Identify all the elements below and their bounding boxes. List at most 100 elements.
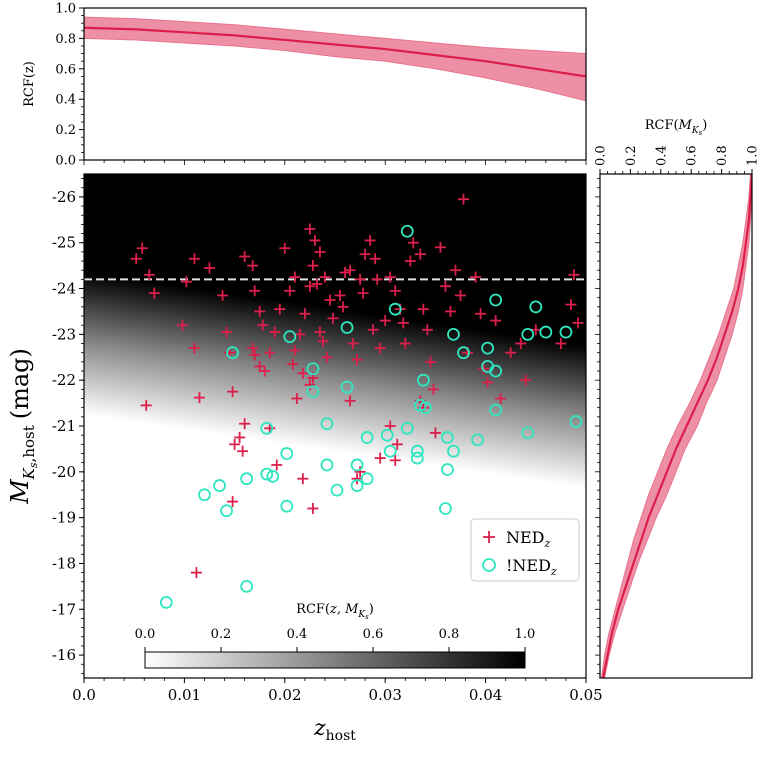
main-xlabel-sub: host xyxy=(326,728,357,744)
not-ned-z-point xyxy=(198,488,211,502)
colorbar-tick-label: 1.0 xyxy=(515,627,536,642)
colorbar: RCF(z, MKs) 0.0 0.2 0.4 0.6 0.8 1.0 xyxy=(135,602,536,669)
ned-z-point xyxy=(239,250,251,262)
ned-z-point xyxy=(307,502,319,514)
main-xtick-label: 0.0 xyxy=(72,686,96,704)
not-ned-z-point xyxy=(220,504,233,518)
ned-z-point xyxy=(421,324,433,336)
ned-z-point xyxy=(347,338,359,350)
ned-z-point xyxy=(180,276,192,288)
ned-z-point xyxy=(274,303,286,315)
top-ytick-label: 0.2 xyxy=(55,123,76,138)
ned-z-point xyxy=(475,308,487,320)
ned-z-point xyxy=(319,271,331,283)
ned-z-point xyxy=(389,454,401,466)
legend-item: NEDz xyxy=(483,528,551,550)
not-ned-z-point xyxy=(330,483,344,497)
main-ytick-label: -20 xyxy=(52,463,76,481)
ned-z-point xyxy=(297,367,309,379)
ned-z-point xyxy=(339,267,351,279)
not-ned-z-point xyxy=(388,302,402,316)
ned-z-point xyxy=(490,315,502,327)
ned-z-point xyxy=(254,305,266,317)
colorbar-tick-label: 0.8 xyxy=(439,627,460,642)
ned-z-point xyxy=(279,242,291,254)
not-ned-z-point xyxy=(489,293,503,307)
ned-z-point xyxy=(287,358,299,370)
ned-z-point xyxy=(572,317,584,329)
ned-z-point xyxy=(321,351,333,363)
ned-z-point xyxy=(264,347,276,359)
not-ned-z-point xyxy=(240,579,254,593)
ned-z-point xyxy=(229,438,241,450)
ned-z-point xyxy=(227,496,239,508)
ned-z-point xyxy=(247,342,259,354)
not-ned-z-point xyxy=(260,421,274,435)
main-xlabel-var: z xyxy=(313,716,326,741)
top-rcf-line xyxy=(84,26,586,78)
not-ned-z-point xyxy=(320,458,334,472)
not-ned-z-point xyxy=(226,346,239,360)
ned-z-point xyxy=(334,289,346,301)
not-ned-z-point xyxy=(439,502,452,515)
ned-z-point xyxy=(140,399,152,411)
legend-item: !NEDz xyxy=(482,556,557,578)
ned-z-point xyxy=(314,326,326,338)
main-ylabel-unit: (mag) xyxy=(6,348,34,419)
not-ned-z-point xyxy=(266,469,280,483)
not-ned-z-point xyxy=(529,300,543,314)
main-xtick-label: 0.02 xyxy=(268,686,301,704)
ned-z-point xyxy=(344,264,356,276)
ned-z-point xyxy=(269,326,281,338)
ned-z-point xyxy=(458,193,470,205)
main-ytick-label: -22 xyxy=(52,371,76,389)
right-xtick-label: 0.6 xyxy=(685,145,700,166)
ned-z-point xyxy=(417,303,429,315)
ned-z-point xyxy=(455,289,466,301)
main-xtick-label: 0.01 xyxy=(168,686,201,704)
not-ned-z-point xyxy=(521,327,535,341)
ned-z-point xyxy=(291,393,303,405)
ned-z-point xyxy=(297,473,309,485)
ned-z-point xyxy=(495,393,507,405)
ned-z-point xyxy=(351,354,363,366)
ned-z-point xyxy=(311,278,323,290)
ned-z-point xyxy=(515,338,527,350)
ned-z-point xyxy=(188,342,200,354)
ned-z-point xyxy=(254,360,266,372)
right-xlabel-close: ) xyxy=(702,118,707,133)
not-ned-z-point xyxy=(380,428,394,442)
ned-z-point xyxy=(391,438,403,450)
ned-z-point xyxy=(367,324,379,336)
ned-z-point xyxy=(424,356,436,368)
main-ytick-label: -18 xyxy=(52,554,76,572)
colorbar-gradient xyxy=(144,651,526,669)
ned-z-point xyxy=(357,287,369,299)
not-ned-z-point xyxy=(539,325,553,339)
ned-z-point xyxy=(136,242,148,254)
not-ned-z-point xyxy=(306,362,320,376)
ned-z-point xyxy=(414,248,426,260)
main-xtick-label: 0.03 xyxy=(368,686,401,704)
ned-z-point xyxy=(359,248,371,260)
ned-z-point xyxy=(309,234,321,246)
colorbar-tick-label: 0.6 xyxy=(363,627,384,642)
ned-z-point xyxy=(354,466,366,478)
top-ytick-label: 0.0 xyxy=(55,154,76,169)
main-ytick-label: -16 xyxy=(52,646,76,664)
right-xtick-label: 0.0 xyxy=(594,145,609,166)
not-ned-z-point xyxy=(410,444,424,458)
right-xtick-label: 1.0 xyxy=(746,145,761,166)
main-ytick-label: -17 xyxy=(52,600,76,618)
ned-z-point xyxy=(221,326,233,338)
ned-z-point xyxy=(379,315,391,327)
ned-z-point xyxy=(217,289,229,301)
top-ytick-label: 0.4 xyxy=(55,93,76,108)
ned-z-point xyxy=(354,273,366,285)
ned-z-point xyxy=(193,392,205,404)
ned-z-point xyxy=(482,376,494,388)
not-ned-z-point xyxy=(416,373,430,387)
right-xlabel-prefix: RCF( xyxy=(645,118,679,133)
not-ned-z-point xyxy=(320,417,334,431)
